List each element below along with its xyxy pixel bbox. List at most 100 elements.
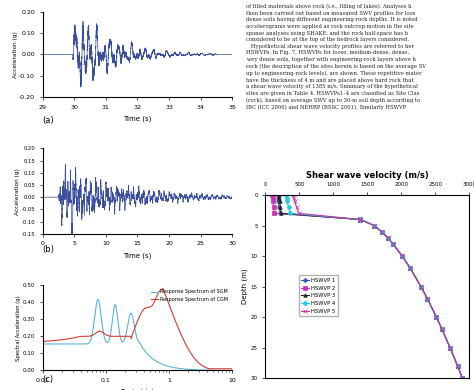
Text: (b): (b) [43,245,55,254]
HSWVP 1 [371,223,377,228]
X-axis label: Period (s): Period (s) [121,389,154,390]
HSWVP 1 [385,236,391,240]
HSWVP 5 [357,217,363,222]
HSWVP 3 [371,223,377,228]
HSWVP 1 [276,205,282,209]
Line: HSWVP 2: HSWVP 2 [271,193,464,380]
HSWVP 4 [287,211,293,216]
Title: Shear wave velocity (m/s): Shear wave velocity (m/s) [306,171,428,180]
Response Spectrum of SGM [152,358,157,363]
HSWVP 2 [418,284,424,289]
HSWVP 4 [425,296,430,301]
HSWVP 1 [460,376,465,381]
Y-axis label: Acceleration (g): Acceleration (g) [15,168,20,214]
HSWVP 1 [357,217,363,222]
HSWVP 5 [290,193,295,197]
HSWVP 3 [277,199,283,204]
Response Spectrum of CGM [89,333,94,338]
HSWVP 4 [284,199,290,204]
HSWVP 3 [278,211,284,216]
HSWVP 1 [439,327,445,332]
Response Spectrum of SGM [89,335,94,340]
HSWVP 5 [390,241,396,246]
HSWVP 1 [408,266,413,271]
HSWVP 4 [447,346,453,350]
HSWVP 1 [455,364,460,369]
Text: of filled materials above rock (i.e., filling of lakes). Analyses h
then been ca: of filled materials above rock (i.e., fi… [246,4,427,110]
HSWVP 3 [425,296,430,301]
HSWVP 4 [379,229,384,234]
Legend: Response Spectrum of SGM, Response Spectrum of CGM: Response Spectrum of SGM, Response Spect… [149,287,230,304]
HSWVP 2 [270,196,275,200]
HSWVP 4 [286,205,292,209]
Response Spectrum of CGM [152,300,157,304]
HSWVP 2 [371,223,377,228]
HSWVP 1 [400,254,405,259]
HSWVP 5 [296,211,301,216]
HSWVP 1 [275,199,281,204]
HSWVP 3 [379,229,384,234]
HSWVP 2 [379,229,384,234]
HSWVP 5 [408,266,413,271]
Line: HSWVP 1: HSWVP 1 [276,193,464,380]
HSWVP 2 [270,199,276,204]
HSWVP 3 [434,315,439,319]
HSWVP 5 [460,376,465,381]
HSWVP 2 [271,205,276,209]
HSWVP 3 [278,205,283,209]
HSWVP 2 [425,296,430,301]
HSWVP 4 [357,217,363,222]
Legend: HSWVP 1, HSWVP 2, HSWVP 3, HSWVP 4, HSWVP 5: HSWVP 1, HSWVP 2, HSWVP 3, HSWVP 4, HSWV… [299,275,338,316]
HSWVP 1 [418,284,424,289]
HSWVP 4 [283,193,289,197]
Response Spectrum of SGM [229,368,235,373]
HSWVP 4 [357,217,363,222]
HSWVP 1 [357,217,363,222]
HSWVP 3 [400,254,405,259]
Response Spectrum of SGM [40,342,46,346]
HSWVP 3 [390,241,396,246]
Response Spectrum of SGM [73,342,79,346]
HSWVP 3 [455,364,460,369]
HSWVP 4 [434,315,439,319]
HSWVP 5 [357,217,363,222]
HSWVP 5 [371,223,377,228]
HSWVP 3 [408,266,413,271]
Y-axis label: Spectral Acceleration (g): Spectral Acceleration (g) [17,295,21,361]
Response Spectrum of SGM [126,317,132,322]
HSWVP 5 [292,199,298,204]
HSWVP 1 [275,196,281,200]
HSWVP 3 [447,346,453,350]
HSWVP 3 [276,196,282,200]
HSWVP 1 [390,241,396,246]
HSWVP 3 [418,284,424,289]
HSWVP 4 [400,254,405,259]
HSWVP 1 [278,211,283,216]
HSWVP 5 [447,346,453,350]
HSWVP 5 [400,254,405,259]
HSWVP 1 [447,346,453,350]
Response Spectrum of CGM [207,367,212,371]
HSWVP 5 [439,327,445,332]
HSWVP 3 [460,376,465,381]
Response Spectrum of CGM [73,335,79,340]
HSWVP 2 [439,327,445,332]
HSWVP 2 [400,254,405,259]
HSWVP 2 [390,241,396,246]
X-axis label: Time (s): Time (s) [123,115,152,122]
Line: HSWVP 3: HSWVP 3 [277,193,464,380]
Line: HSWVP 5: HSWVP 5 [291,193,464,380]
Line: HSWVP 4: HSWVP 4 [284,193,464,380]
HSWVP 5 [294,205,300,209]
HSWVP 3 [439,327,445,332]
HSWVP 5 [455,364,460,369]
HSWVP 5 [385,236,391,240]
HSWVP 5 [418,284,424,289]
HSWVP 2 [460,376,465,381]
HSWVP 3 [276,193,282,197]
HSWVP 2 [357,217,363,222]
HSWVP 3 [385,236,391,240]
HSWVP 2 [269,193,275,197]
HSWVP 1 [275,193,281,197]
Line: Response Spectrum of CGM: Response Spectrum of CGM [43,289,232,369]
